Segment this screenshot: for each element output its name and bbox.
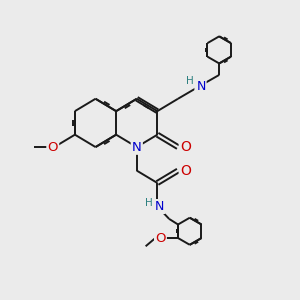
Text: O: O [155,232,166,245]
Text: O: O [180,140,191,154]
Text: N: N [155,200,164,213]
Text: N: N [132,141,142,154]
Text: O: O [180,164,191,178]
Text: N: N [196,80,206,93]
Text: O: O [180,164,191,178]
Text: H: H [186,76,194,86]
Text: H: H [145,199,153,208]
Text: O: O [155,232,166,245]
Text: N: N [132,141,142,154]
Text: O: O [48,141,58,154]
Text: O: O [48,141,58,154]
Text: N: N [155,200,164,213]
Text: O: O [180,140,191,154]
Text: H: H [145,198,152,208]
Text: N: N [195,80,205,93]
Text: H: H [186,77,194,87]
